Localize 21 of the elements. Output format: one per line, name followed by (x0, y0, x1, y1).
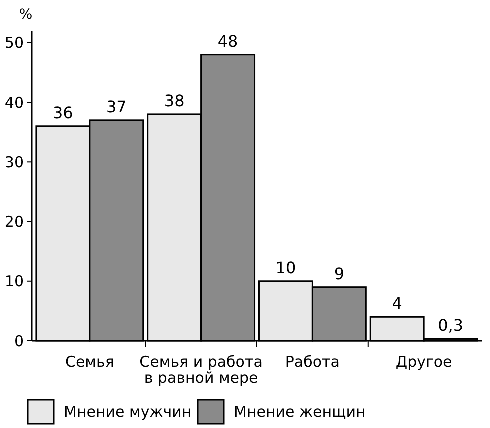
legend-label: Мнение мужчин (64, 403, 192, 421)
legend-label: Мнение женщин (234, 403, 366, 421)
x-tick-label: Другое (396, 353, 452, 371)
y-tick-label: 0 (14, 332, 24, 350)
data-label: 10 (276, 258, 296, 278)
y-tick-label: 50 (4, 34, 24, 52)
x-tick-label: Семья (65, 353, 114, 371)
data-label: 4 (392, 294, 402, 314)
y-tick-label: 30 (4, 153, 24, 172)
x-tick-label: Семья и работа в равной мере (140, 353, 263, 387)
x-tick-label: Работа (285, 353, 340, 371)
data-label: 38 (164, 91, 185, 110)
y-tick-label: 40 (4, 94, 24, 112)
data-label: 0,3 (438, 316, 464, 336)
y-axis-title: % (19, 7, 33, 23)
y-tick-label: 10 (4, 272, 24, 291)
y-tick-label: 20 (4, 213, 24, 232)
data-label: 9 (334, 264, 345, 284)
data-label: 48 (218, 32, 238, 51)
data-label: 37 (106, 97, 127, 116)
data-label: 36 (53, 103, 74, 122)
